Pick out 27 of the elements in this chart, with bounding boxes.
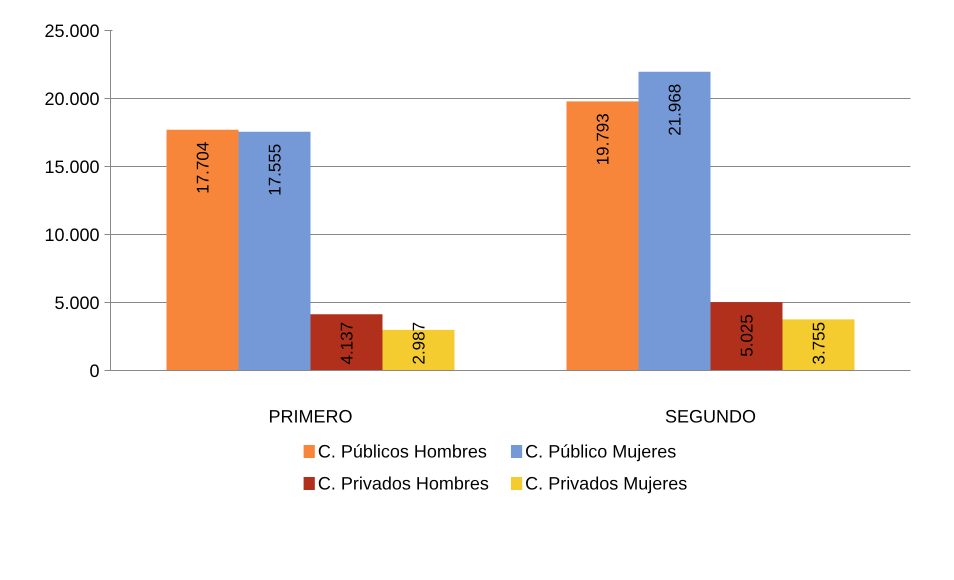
legend-label: C. Privados Mujeres bbox=[525, 474, 688, 494]
x-tick-label: PRIMERO bbox=[268, 406, 353, 426]
y-tick-label: 20.000 bbox=[44, 89, 100, 109]
bar bbox=[782, 319, 854, 370]
x-tick-label: SEGUNDO bbox=[664, 406, 756, 426]
y-tick-label: 25.000 bbox=[44, 21, 100, 41]
data-label: 17.555 bbox=[266, 144, 284, 196]
data-label: 3.755 bbox=[810, 322, 828, 364]
y-tick-label: 10.000 bbox=[44, 225, 100, 245]
legend-label: C. Públicos Hombres bbox=[318, 442, 487, 462]
bar bbox=[566, 101, 638, 370]
bar bbox=[310, 314, 382, 370]
data-label: 19.793 bbox=[594, 113, 612, 166]
y-tick-label: 15.000 bbox=[44, 157, 100, 177]
data-label: 21.968 bbox=[666, 84, 684, 136]
data-label: 5.025 bbox=[738, 314, 756, 357]
legend-label: C. Público Mujeres bbox=[525, 442, 676, 462]
y-tick-label: 5.000 bbox=[54, 293, 100, 313]
data-label: 17.704 bbox=[194, 142, 212, 194]
legend-label: C. Privados Hombres bbox=[318, 474, 489, 494]
bar bbox=[710, 302, 782, 370]
bar bbox=[238, 132, 310, 370]
bar bbox=[166, 130, 238, 370]
data-label: 2.987 bbox=[410, 322, 428, 364]
bar bbox=[638, 72, 710, 370]
y-tick-label: 0 bbox=[89, 361, 100, 381]
data-label: 4.137 bbox=[338, 322, 356, 364]
